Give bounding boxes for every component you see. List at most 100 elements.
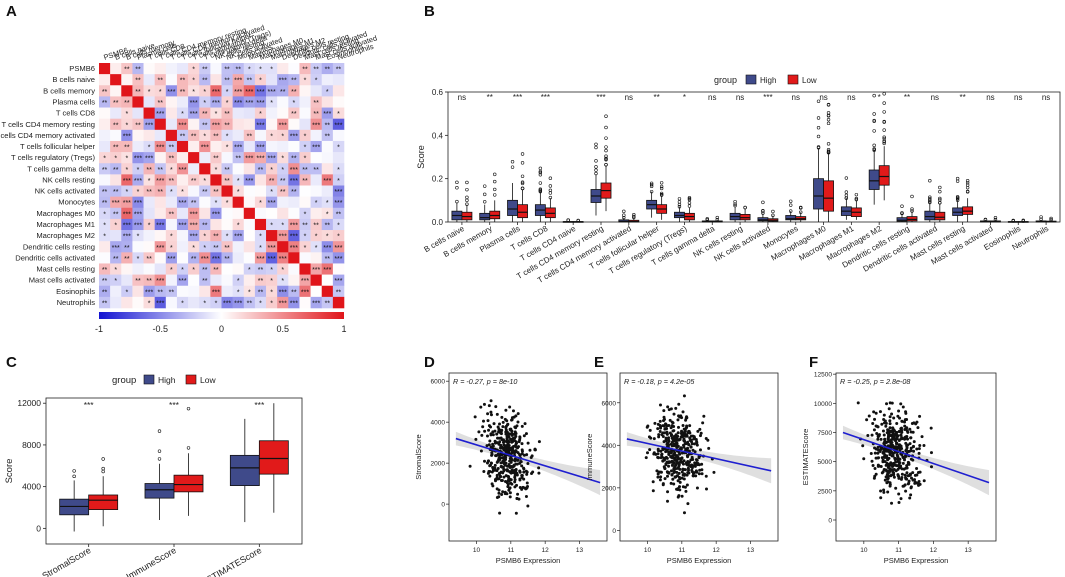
box-outlier — [789, 209, 793, 213]
scatter-point — [528, 448, 532, 452]
heatmap-star: ** — [180, 89, 186, 96]
scatter-point — [672, 412, 676, 416]
heatmap-cell — [232, 107, 245, 119]
scatter-point — [676, 434, 680, 438]
legend-swatch — [787, 74, 799, 85]
box-outlier — [789, 203, 793, 207]
box-body — [934, 211, 946, 221]
heatmap-cell — [332, 263, 345, 275]
scatter-point — [891, 443, 895, 447]
scatter-point — [485, 434, 489, 438]
scatter-point — [890, 401, 894, 405]
scatter-point — [524, 495, 528, 499]
heatmap-star: *** — [134, 156, 142, 163]
scatter-point — [506, 485, 510, 489]
heatmap-star: *** — [123, 133, 131, 140]
box-outlier — [955, 195, 960, 199]
heatmap-row-label: NK cells activated — [35, 187, 95, 196]
heatmap-cell — [154, 63, 167, 75]
heatmap-row-label: Macrophages M2 — [36, 231, 95, 240]
scatter-point — [493, 429, 497, 433]
heatmap-cell — [232, 252, 245, 264]
heatmap-cell — [332, 74, 345, 86]
scatter-point — [493, 468, 497, 472]
scatter-point — [912, 449, 916, 453]
scatter-point — [647, 435, 651, 439]
heatmap-star: * — [203, 89, 206, 96]
heatmap-row-label: T cells CD4 memory activated — [0, 131, 95, 140]
heatmap-cell — [210, 63, 222, 75]
scatter-point — [884, 441, 888, 445]
heatmap-row-label: T cells regulatory (Tregs) — [11, 153, 95, 162]
heatmap-cell — [199, 285, 211, 298]
scatter-point — [676, 431, 680, 435]
heatmap-cell — [99, 107, 111, 119]
box-outlier — [604, 145, 608, 149]
heatmap-star: * — [259, 67, 262, 74]
box-outlier — [826, 117, 831, 122]
scatter-point — [903, 418, 907, 422]
heatmap-star: *** — [167, 89, 175, 96]
heatmap-star: ** — [124, 67, 130, 74]
scatter-point — [903, 424, 907, 428]
box-outlier — [955, 196, 960, 201]
scatter-point — [514, 443, 518, 447]
heatmap-star: ** — [158, 289, 164, 296]
heatmap-star: *** — [290, 167, 298, 174]
heatmap-star: *** — [234, 234, 242, 241]
heatmap-cell — [277, 218, 289, 231]
heatmap-cell — [232, 241, 245, 253]
scatter-point — [872, 476, 876, 480]
scatter-point — [890, 501, 894, 505]
scatter-point — [879, 464, 883, 468]
heatmap-star: * — [192, 267, 195, 274]
scatter-point — [491, 444, 495, 448]
x-tick-label: 12 — [542, 547, 550, 554]
heatmap-cell — [176, 196, 189, 209]
heatmap-cell — [332, 274, 345, 287]
heatmap-star: ** — [158, 100, 164, 107]
scatter-point — [882, 488, 886, 492]
box-outlier — [882, 135, 886, 139]
heatmap-star: ** — [180, 133, 186, 140]
heatmap-cell — [232, 185, 245, 197]
heatmap-star: ** — [258, 167, 264, 174]
scatter-point — [681, 468, 685, 472]
heatmap-star: ** — [124, 256, 130, 263]
heatmap-star: * — [203, 100, 206, 107]
heatmap-star: ** — [191, 200, 197, 207]
heatmap-cell — [243, 285, 256, 298]
scatter-point — [905, 471, 909, 475]
scatter-point — [468, 464, 472, 468]
scatter-point — [661, 482, 665, 486]
box-outlier — [604, 157, 608, 161]
heatmap-star: *** — [167, 256, 175, 263]
heatmap-star: * — [137, 256, 140, 263]
scatter-point — [499, 443, 503, 447]
heatmap-cell — [254, 74, 267, 86]
y-tick-label: 10000 — [814, 401, 832, 408]
heatmap-star: * — [270, 267, 273, 274]
heatmap-star: ** — [191, 256, 197, 263]
scatter-point — [497, 436, 501, 440]
scatter-point — [669, 434, 673, 438]
box-outlier — [965, 181, 970, 185]
heatmap-star: ** — [102, 89, 108, 96]
heatmap-cell — [277, 85, 289, 97]
box-body — [813, 178, 824, 210]
box-body — [823, 180, 834, 212]
scatter-point — [682, 439, 686, 443]
scatter-point — [897, 409, 901, 413]
heatmap-star: * — [226, 89, 229, 96]
box-outlier — [604, 125, 608, 130]
heatmap-star: ** — [169, 156, 175, 163]
heatmap-cell — [299, 263, 311, 275]
scatter-point — [508, 464, 512, 468]
box-outlier — [826, 121, 831, 126]
heatmap-cell — [121, 274, 133, 287]
scatter-point — [883, 437, 887, 441]
scatter-point — [680, 451, 684, 455]
heatmap-cell — [99, 74, 111, 86]
scatter-point — [888, 422, 892, 426]
